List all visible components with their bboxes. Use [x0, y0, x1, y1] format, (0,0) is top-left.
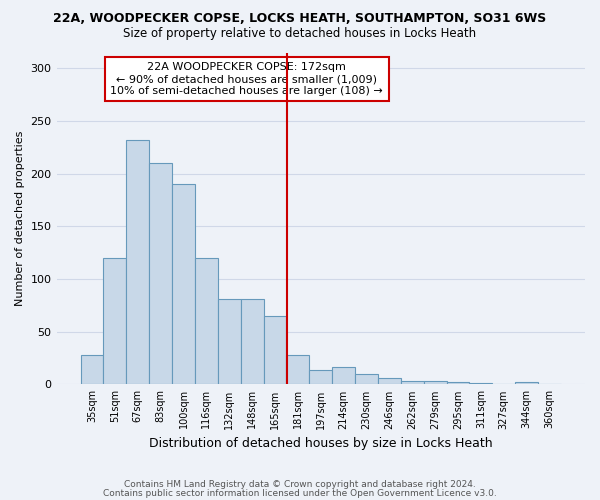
Bar: [103, 258, 127, 384]
X-axis label: Distribution of detached houses by size in Locks Heath: Distribution of detached houses by size …: [149, 437, 493, 450]
Text: Contains HM Land Registry data © Crown copyright and database right 2024.: Contains HM Land Registry data © Crown c…: [124, 480, 476, 489]
Bar: [310, 370, 332, 384]
Text: Size of property relative to detached houses in Locks Heath: Size of property relative to detached ho…: [124, 28, 476, 40]
Bar: [218, 299, 241, 384]
Bar: [446, 382, 469, 384]
Bar: [80, 355, 103, 384]
Bar: [241, 299, 263, 384]
Bar: [378, 378, 401, 384]
Bar: [332, 366, 355, 384]
Bar: [149, 163, 172, 384]
Text: 22A WOODPECKER COPSE: 172sqm
← 90% of detached houses are smaller (1,009)
10% of: 22A WOODPECKER COPSE: 172sqm ← 90% of de…: [110, 62, 383, 96]
Text: 22A, WOODPECKER COPSE, LOCKS HEATH, SOUTHAMPTON, SO31 6WS: 22A, WOODPECKER COPSE, LOCKS HEATH, SOUT…: [53, 12, 547, 26]
Bar: [127, 140, 149, 384]
Bar: [195, 258, 218, 384]
Text: Contains public sector information licensed under the Open Government Licence v3: Contains public sector information licen…: [103, 489, 497, 498]
Bar: [286, 355, 310, 384]
Bar: [263, 316, 286, 384]
Bar: [355, 374, 378, 384]
Bar: [515, 382, 538, 384]
Bar: [172, 184, 195, 384]
Y-axis label: Number of detached properties: Number of detached properties: [15, 131, 25, 306]
Bar: [424, 382, 446, 384]
Bar: [401, 382, 424, 384]
